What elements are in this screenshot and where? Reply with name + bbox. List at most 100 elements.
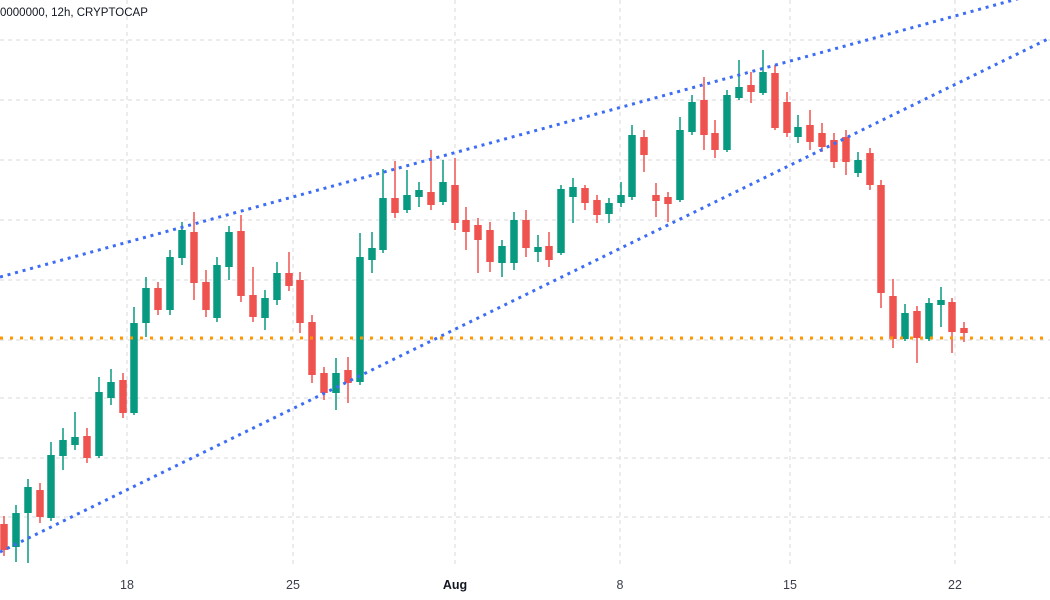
candle-body-up <box>854 160 862 173</box>
x-axis: 18 25 Aug 8 15 22 <box>120 578 962 592</box>
candle <box>107 369 115 405</box>
candle-body-down <box>652 195 660 201</box>
candle-body-up <box>213 265 221 318</box>
candle-body-down <box>320 373 328 393</box>
candle-body-down <box>0 524 8 550</box>
x-axis-label-22[interactable]: 22 <box>948 578 962 592</box>
candle-body-down <box>700 100 708 135</box>
candle <box>391 161 399 218</box>
candle-body-down <box>451 185 459 223</box>
x-axis-label-25[interactable]: 25 <box>286 578 300 592</box>
candle-body-down <box>545 246 553 260</box>
candle-body-down <box>83 436 91 458</box>
candle <box>498 240 506 277</box>
candle <box>249 267 257 322</box>
candle <box>202 270 210 317</box>
candle-body-down <box>119 380 127 413</box>
x-axis-label-8[interactable]: 8 <box>617 578 624 592</box>
candle <box>178 222 186 265</box>
x-axis-label-15[interactable]: 15 <box>783 578 797 592</box>
candle-body-down <box>391 198 399 213</box>
candle-body-up <box>47 455 55 518</box>
candle <box>403 170 411 213</box>
candle-body-up <box>628 135 636 197</box>
candle-body-up <box>688 102 696 132</box>
candle-body-up <box>794 127 802 137</box>
candle-body-down <box>593 200 601 215</box>
candle-body-down <box>664 197 672 204</box>
candle <box>83 428 91 463</box>
candle <box>759 50 767 95</box>
candle <box>652 183 660 217</box>
candle <box>154 282 162 315</box>
candle <box>95 377 103 458</box>
candle-body-up <box>166 257 174 310</box>
overlays-layer <box>0 0 1050 554</box>
x-axis-label-18[interactable]: 18 <box>120 578 134 592</box>
candle <box>818 123 826 152</box>
candle-body-up <box>901 313 909 339</box>
candle-body-down <box>427 192 435 205</box>
candle <box>581 185 589 210</box>
candle <box>439 160 447 205</box>
candle-body-down <box>866 153 874 185</box>
candle <box>783 92 791 137</box>
candle <box>36 483 44 523</box>
candle-body-down <box>948 302 956 332</box>
candle-body-up <box>12 513 20 547</box>
candle <box>356 233 364 385</box>
candle-body-up <box>498 246 506 263</box>
symbol-title: 0000000, 12h, CRYPTOCAP <box>0 7 148 19</box>
candle-body-up <box>261 298 269 318</box>
candle-body-down <box>830 140 838 162</box>
candle-body-down <box>296 280 304 323</box>
candle-body-down <box>783 102 791 133</box>
candle <box>925 298 933 341</box>
candle-body-down <box>190 232 198 283</box>
candle-body-down <box>711 133 719 150</box>
candle <box>47 442 55 521</box>
candle-body-up <box>557 189 565 253</box>
candle <box>344 357 352 403</box>
candle-body-up <box>107 382 115 398</box>
candle-body-down <box>249 295 257 317</box>
candle <box>451 158 459 230</box>
candle <box>913 306 921 363</box>
candle <box>806 110 814 150</box>
candle <box>237 215 245 302</box>
candle-body-up <box>937 300 945 305</box>
candle-body-up <box>95 392 103 456</box>
candle-body-up <box>71 437 79 445</box>
candle-body-up <box>356 257 364 382</box>
candle <box>960 322 968 342</box>
candle <box>676 117 684 202</box>
candle <box>166 250 174 315</box>
candle <box>545 232 553 267</box>
grid-layer <box>0 0 1050 565</box>
candle <box>71 412 79 450</box>
candle <box>12 505 20 562</box>
candle-body-up <box>368 248 376 260</box>
candle-body-up <box>759 72 767 93</box>
candle <box>557 185 565 255</box>
candle-body-down <box>842 137 850 162</box>
channel-upper-trendline[interactable] <box>0 0 1050 279</box>
candle-body-up <box>439 182 447 202</box>
candle-body-down <box>640 137 648 155</box>
candle <box>213 257 221 322</box>
candle <box>771 65 779 130</box>
candle <box>119 373 127 418</box>
x-axis-label-aug[interactable]: Aug <box>443 578 467 592</box>
candle-body-down <box>522 220 530 248</box>
candle <box>948 298 956 353</box>
candle <box>723 90 731 152</box>
candle <box>842 130 850 175</box>
candle-body-down <box>308 322 316 375</box>
candle <box>664 192 672 222</box>
candle-body-down <box>344 370 352 383</box>
candle-body-down <box>913 311 921 338</box>
candle <box>308 315 316 383</box>
candle <box>628 125 636 200</box>
candle <box>877 180 885 308</box>
